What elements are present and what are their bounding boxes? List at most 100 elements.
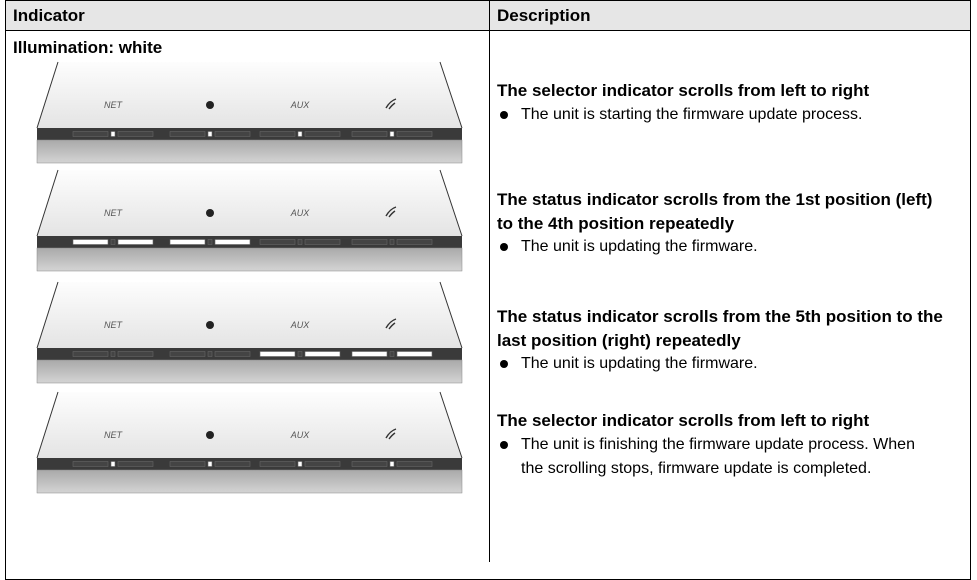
wifi-icon xyxy=(385,98,397,110)
indicator-segment xyxy=(214,131,251,137)
indicator-dot xyxy=(297,239,303,245)
indicator-dot xyxy=(207,461,213,467)
header-cell: Indicator xyxy=(13,6,85,25)
column-divider xyxy=(489,0,490,562)
device-label: NET xyxy=(104,208,124,218)
device-label: AUX xyxy=(290,100,311,110)
indicator-segment xyxy=(259,131,296,137)
indicator-dot xyxy=(389,461,395,467)
indicator-segment xyxy=(351,131,388,137)
device-illustration: NET AUX xyxy=(36,169,463,272)
indicator-dot xyxy=(297,351,303,357)
edge xyxy=(439,281,463,349)
device-front xyxy=(36,359,463,384)
indicator-segment xyxy=(169,351,206,357)
indicator-segment xyxy=(117,239,154,245)
device-label: NET xyxy=(104,320,124,330)
device-illustration: NET AUX xyxy=(36,391,463,494)
edge xyxy=(36,281,59,349)
description: The selector indicator scrolls from left… xyxy=(497,79,949,127)
indicator-segment xyxy=(396,131,433,137)
device-top xyxy=(37,170,462,236)
device-label: AUX xyxy=(290,430,311,440)
edge xyxy=(439,61,463,129)
page: Indicator Description Illumination: whit… xyxy=(5,0,971,580)
device-top xyxy=(37,392,462,458)
bullet xyxy=(500,110,508,119)
edge xyxy=(439,169,463,237)
indicator-dot xyxy=(110,131,116,137)
indicator-dot xyxy=(110,239,116,245)
indicator-dot xyxy=(207,351,213,357)
description-title: The status indicator scrolls from the 5t… xyxy=(497,307,943,350)
indicator-segment xyxy=(259,461,296,467)
indicator-segment xyxy=(169,239,206,245)
edge xyxy=(36,391,59,459)
bullet-text: The unit is finishing the firmware updat… xyxy=(521,435,915,477)
indicator-segment xyxy=(304,239,341,245)
indicator-segment xyxy=(396,239,433,245)
indicator-segment xyxy=(72,239,109,245)
device-front xyxy=(36,139,463,164)
bullet xyxy=(500,360,508,368)
indicator-segment xyxy=(259,351,296,357)
device-label: AUX xyxy=(290,320,311,330)
description-title: The selector indicator scrolls from left… xyxy=(497,81,870,100)
indicator-segment xyxy=(214,351,251,357)
bullet-item: The unit is finishing the firmware updat… xyxy=(497,433,925,481)
device-illustration: NET AUX xyxy=(36,281,463,384)
header-row xyxy=(6,1,970,31)
indicator-segment xyxy=(169,461,206,467)
indicator-dot xyxy=(297,131,303,137)
description: The status indicator scrolls from the 5t… xyxy=(497,305,949,376)
indicator-dot xyxy=(297,461,303,467)
indicator-dot xyxy=(207,131,213,137)
description-title: The selector indicator scrolls from left… xyxy=(497,411,870,430)
indicator-segment xyxy=(304,461,341,467)
wifi-icon xyxy=(385,318,397,330)
illumination-label: Illumination: white xyxy=(13,38,163,57)
indicator-segment xyxy=(304,131,341,137)
indicator-dot xyxy=(389,351,395,357)
indicator-segment xyxy=(117,461,154,467)
indicator-segment xyxy=(351,239,388,245)
bullet-item: The unit is updating the firmware. xyxy=(497,235,925,259)
indicator-segment xyxy=(72,351,109,357)
device-front xyxy=(36,247,463,272)
device-label: NET xyxy=(104,100,124,110)
indicator-segment xyxy=(396,351,433,357)
description: The status indicator scrolls from the 1s… xyxy=(497,188,949,259)
bullet-item: The unit is starting the firmware update… xyxy=(497,103,925,127)
edge xyxy=(36,61,59,129)
indicator-segment xyxy=(72,131,109,137)
bullet xyxy=(500,243,508,251)
indicator-dot xyxy=(389,131,395,137)
device-top xyxy=(37,282,462,348)
header-cell: Description xyxy=(497,6,591,25)
indicator-segment xyxy=(169,131,206,137)
wifi-icon xyxy=(385,206,397,218)
bluetooth-icon xyxy=(206,209,214,217)
edge xyxy=(36,169,59,237)
indicator-segment xyxy=(72,461,109,467)
indicator-segment xyxy=(304,351,341,357)
indicator-segment xyxy=(117,131,154,137)
indicator-segment xyxy=(214,461,251,467)
indicator-segment xyxy=(351,351,388,357)
indicator-segment xyxy=(214,239,251,245)
bluetooth-icon xyxy=(206,101,214,109)
bullet-item: The unit is updating the firmware. xyxy=(497,352,925,376)
indicator-dot xyxy=(389,239,395,245)
bullet-text: The unit is updating the firmware. xyxy=(521,238,758,255)
description-title: The status indicator scrolls from the 1s… xyxy=(497,190,933,233)
device-label: NET xyxy=(104,430,124,440)
indicator-dot xyxy=(110,461,116,467)
device-front xyxy=(36,469,463,494)
device-top xyxy=(37,62,462,128)
description: The selector indicator scrolls from left… xyxy=(497,409,949,481)
wifi-icon xyxy=(385,428,397,440)
device-illustration: NET AUX xyxy=(36,61,463,164)
device-label: AUX xyxy=(290,208,311,218)
edge xyxy=(439,391,463,459)
bluetooth-icon xyxy=(206,431,214,439)
